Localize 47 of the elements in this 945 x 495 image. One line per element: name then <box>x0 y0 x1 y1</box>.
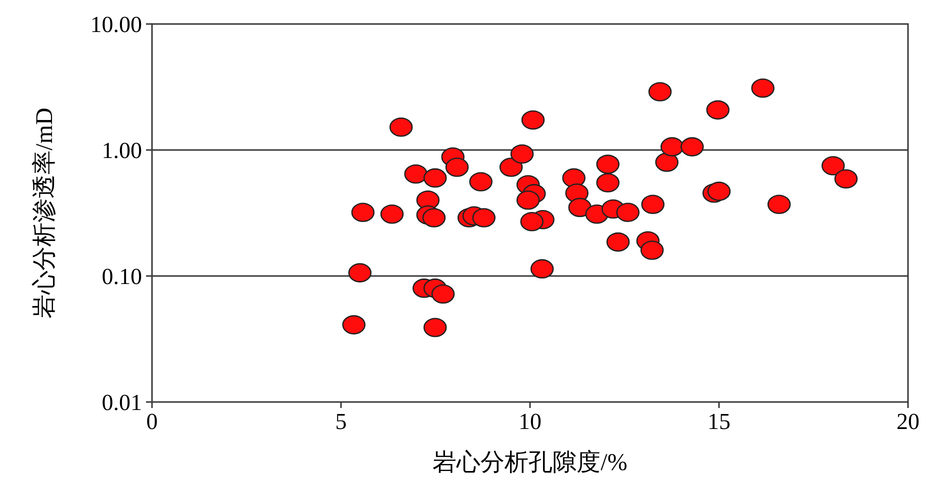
point <box>655 152 678 172</box>
y-axis-title: 岩心分析渗透率/mD <box>31 108 58 318</box>
point <box>596 173 620 192</box>
point <box>423 168 447 188</box>
point <box>767 194 791 214</box>
x-tick-label: 5 <box>335 409 347 434</box>
point <box>596 154 620 174</box>
point <box>348 263 372 282</box>
x-tick-label: 10 <box>518 409 542 434</box>
point <box>822 156 845 176</box>
x-tick-label: 20 <box>896 409 920 434</box>
point <box>707 182 731 201</box>
point <box>834 169 858 189</box>
point <box>751 78 774 98</box>
point <box>640 240 664 260</box>
point <box>520 212 544 232</box>
point <box>660 137 684 156</box>
x-axis-title: 岩心分析孔隙度/% <box>432 449 628 476</box>
point <box>641 194 664 214</box>
point <box>423 318 447 338</box>
point <box>380 204 404 224</box>
point <box>422 208 446 228</box>
point <box>510 144 534 164</box>
point <box>472 208 496 228</box>
point <box>521 110 545 130</box>
x-tick-label: 0 <box>146 409 158 434</box>
point <box>530 259 554 278</box>
point <box>648 82 672 102</box>
point <box>606 232 630 252</box>
point <box>499 158 523 177</box>
y-tick-label: 1.00 <box>102 138 142 163</box>
point <box>342 315 366 334</box>
point <box>445 158 469 177</box>
point <box>680 137 704 156</box>
x-tick-label: 15 <box>708 409 730 434</box>
y-tick-label: 10.00 <box>90 12 142 37</box>
point <box>568 198 592 218</box>
point <box>351 202 375 222</box>
point <box>469 172 493 192</box>
y-tick-label: 0.10 <box>102 264 142 289</box>
point <box>404 164 428 184</box>
point <box>616 202 640 222</box>
point <box>706 100 730 120</box>
y-tick-label: 0.01 <box>102 390 142 415</box>
point <box>389 117 413 137</box>
point <box>431 284 455 304</box>
point <box>516 190 540 210</box>
